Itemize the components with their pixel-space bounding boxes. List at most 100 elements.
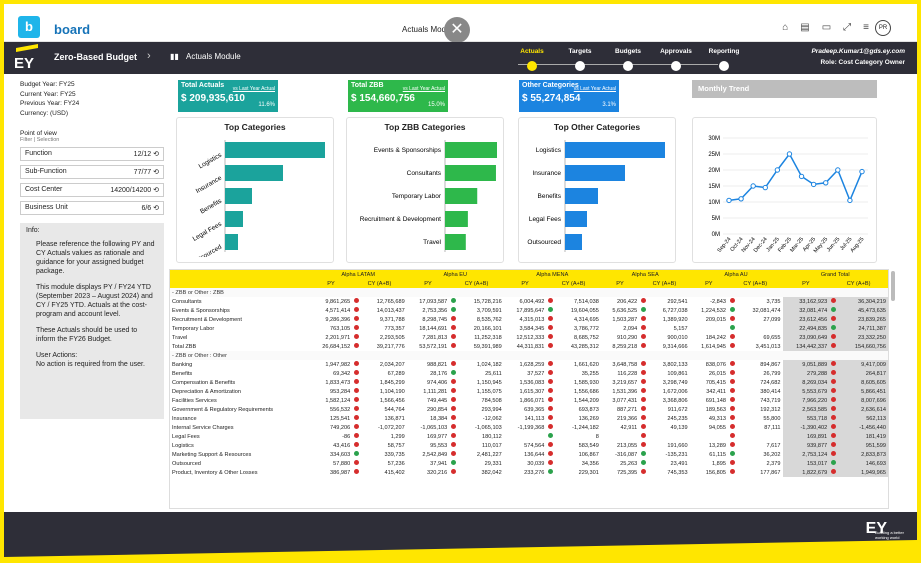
step-actuals[interactable]: Actuals [508,48,556,71]
table-scrollbar[interactable] [891,271,895,301]
table-row[interactable]: Benefits 69,342 67,289 28,176 25,611 37,527 35… [170,369,888,378]
home-icon[interactable]: ⌂ [782,22,789,33]
py-value: -1,199,368 [517,424,545,431]
red-status-icon [641,406,647,411]
red-status-icon [730,406,735,411]
cy-value: 191,660 [667,442,688,449]
trend-point[interactable] [823,180,829,186]
red-status-icon [831,469,837,474]
filter-sub-function[interactable]: Sub-Function 77/77 ⟲ [20,165,164,179]
table-row[interactable]: Consultants 9,861,265 12,765,689 17,093,587… [170,297,888,306]
expand-icon[interactable]: ⤢ [843,22,852,33]
bar-1[interactable] [565,165,625,181]
pov-title: Point of view [20,130,57,137]
trend-point[interactable] [750,183,756,189]
bar-3[interactable] [445,211,468,227]
cy-header: CY (A+B) [639,279,690,288]
step-reporting[interactable]: Reporting [700,48,748,71]
py-value: 749,445 [427,397,448,404]
step-targets[interactable]: Targets [556,48,604,71]
table-row[interactable]: Government & Regulatory Requirements 556,… [170,405,888,414]
bar-2[interactable] [565,188,598,204]
bar-4[interactable] [565,234,582,250]
bar-4[interactable] [225,234,238,250]
trend-point[interactable] [774,167,781,173]
red-status-icon [641,298,647,303]
filter-function[interactable]: Function 12/12 ⟲ [20,147,164,161]
table-row[interactable]: Legal Fees -86 1,299 169,977 180,112 8 169,891… [170,432,888,441]
red-status-icon [730,370,735,375]
table-row[interactable]: Depreciation & Amortization 953,284 1,104,… [170,387,888,396]
meta-line: Currency: (USD) [20,109,69,117]
trend-point[interactable] [835,167,841,173]
section-row[interactable]: - ZBB or Other : Other [170,351,888,360]
table-row[interactable]: Outsourced 57,880 57,236 37,941 29,331 30,039… [170,459,888,468]
trend-point[interactable] [798,173,805,180]
cy-value: 110,017 [481,442,502,449]
cy-value: 1,661,620 [573,361,599,368]
trend-point[interactable] [810,181,817,188]
status-dot-cell [546,423,558,432]
print-icon[interactable]: ▤ [800,22,810,33]
kpi-compare-link[interactable]: vs Last Year Actual [232,86,275,92]
step-approvals[interactable]: Approvals [652,48,700,71]
bar-1[interactable] [445,165,496,181]
screen-icon[interactable]: ▭ [821,22,832,33]
info-paragraph: Please reference the following PY and CY… [36,241,155,275]
table-row[interactable]: Insurance 125,541 136,871 18,384 -12,062 141,… [170,414,888,423]
table-row[interactable]: Marketing Support & Resources 334,603 339,… [170,450,888,459]
cy-value: -12,062 [482,415,502,422]
table-row[interactable]: Facilities Services 1,582,124 1,566,456 749… [170,396,888,405]
bar-4[interactable] [445,234,466,250]
red-status-icon [641,397,647,402]
trend-point[interactable] [738,196,744,202]
table-row[interactable]: Events & Sponsorships 4,571,414 14,013,437… [170,306,888,315]
filter-cost-center[interactable]: Cost Center 14200/14200 ⟲ [20,183,164,197]
bar-0[interactable] [225,142,325,158]
py-value: 116,228 [617,370,638,377]
cy-value: 544,764 [384,406,405,413]
kpi-compare-link[interactable]: vs Last Year Actual [402,86,445,92]
bar-3[interactable] [565,211,587,227]
bar-2[interactable] [445,188,478,204]
table-row[interactable]: Temporary Labor 763,105 773,357 18,144,691 2… [170,324,888,333]
step-budgets[interactable]: Budgets [604,48,652,71]
trend-point[interactable] [726,197,732,204]
table-row[interactable]: Recruitment & Development 9,286,396 9,371,… [170,315,888,324]
table-row[interactable]: Banking 1,947,982 2,034,207 988,821 1,024,18… [170,360,888,369]
close-icon[interactable]: ✕ [444,17,470,43]
trend-point[interactable] [859,168,865,175]
kpi-compare-link[interactable]: vs Last Year Actual [573,86,616,92]
red-status-icon [548,379,554,384]
trend-point[interactable] [762,184,768,191]
py-value: -1,065,103 [420,424,448,431]
cy-value: 2,379 [766,460,781,467]
chart-title: Top Other Categories [553,122,641,132]
avatar[interactable]: PR [875,20,891,36]
table-row[interactable]: Product, Inventory & Other Losses 386,987… [170,468,888,477]
table-row[interactable]: Compensation & Benefits 1,833,473 1,845,29… [170,378,888,387]
row-label: Outsourced [172,460,201,467]
table-row[interactable]: Logistics 43,416 58,757 95,553 110,017 574,56… [170,441,888,450]
red-status-icon [831,433,837,438]
kpi-2: Other Categories vs Last Year Actual $ 55,… [519,80,619,112]
table-row[interactable]: Total ZBB 26,684,152 39,217,776 53,572,191 5… [170,342,888,351]
section-row[interactable]: - ZBB or Other : ZBB [170,288,888,297]
py-value: 3,219,657 [612,379,638,386]
trend-point[interactable] [847,197,853,204]
bar-0[interactable] [445,142,497,158]
section-title: - ZBB or Other : Other [170,351,888,360]
menu-icon[interactable]: ≡ [863,22,869,33]
table-row[interactable]: Travel 2,201,971 2,293,505 7,281,813 11,252,… [170,333,888,342]
bar-2[interactable] [225,188,252,204]
py-value: 4,571,414 [325,307,351,314]
trend-point[interactable] [786,151,793,157]
bar-1[interactable] [225,165,283,181]
table-row[interactable]: Internal Service Charges 749,206 -1,072,20… [170,423,888,432]
status-dot-cell [449,315,461,324]
bar-3[interactable] [225,211,243,227]
bar-0[interactable] [565,142,665,158]
py-header: PY [406,279,450,288]
cy-value: 12,765,689 [376,298,405,305]
filter-business-unit[interactable]: Business Unit 6/6 ⟲ [20,201,164,215]
